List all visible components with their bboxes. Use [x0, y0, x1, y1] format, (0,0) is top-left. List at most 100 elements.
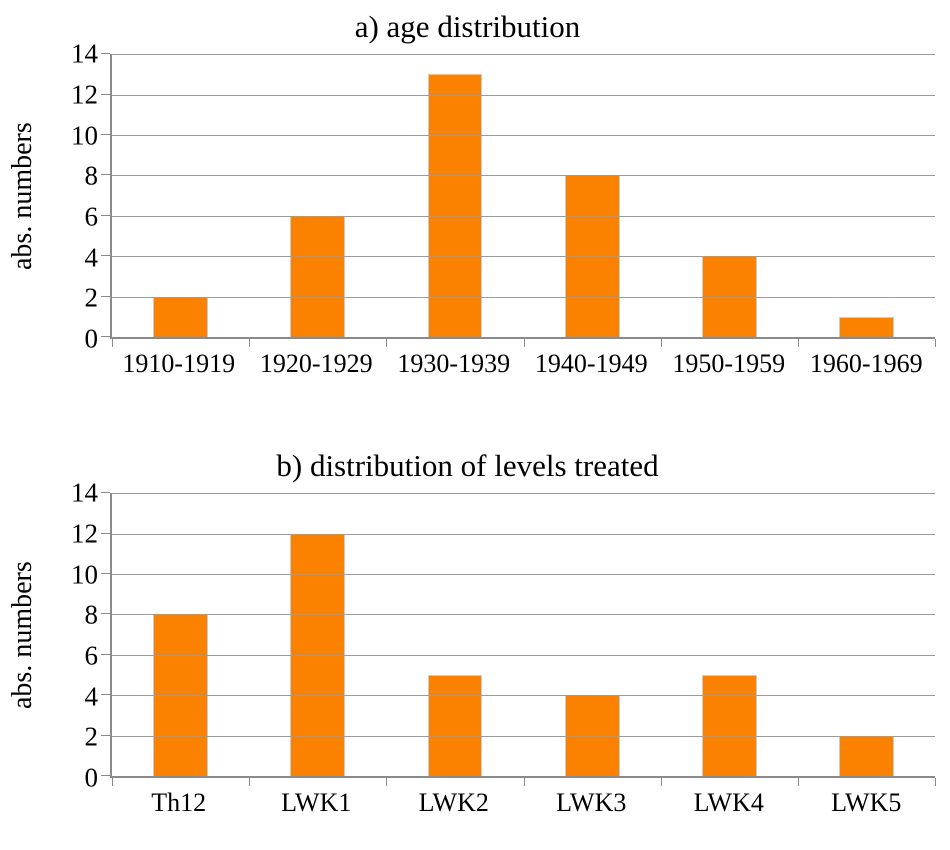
x-axis-labels: Th12 LWK1 LWK2 LWK3 LWK4 LWK5	[110, 778, 935, 816]
y-axis-tick-label: 14	[71, 477, 98, 508]
x-axis-tick-mark	[112, 778, 113, 787]
gridline	[112, 654, 935, 656]
y-axis-tick-mark	[101, 93, 110, 95]
y-axis-tick-mark	[101, 532, 110, 534]
y-axis-ticks: 0 2 4 6 8 10 12 14	[46, 479, 110, 791]
bar-slot	[661, 493, 798, 777]
gridline	[112, 574, 935, 576]
bar-slot	[798, 54, 935, 338]
y-axis-tick-mark	[101, 295, 110, 297]
y-axis-tick-mark	[101, 694, 110, 696]
two-panel-bar-figure: a) age distribution abs. numbers 0 2 4 6 8 10…	[0, 9, 950, 816]
y-axis-tick-label: 12	[71, 518, 98, 549]
x-axis-tick-mark	[935, 339, 936, 348]
bar	[839, 735, 894, 777]
bar-slot	[249, 493, 386, 777]
y-axis-tick-label: 0	[84, 762, 99, 793]
x-axis-category-label: LWK5	[831, 788, 902, 818]
x-axis-tick-mark	[386, 339, 388, 348]
bars-container	[112, 54, 935, 338]
gridline	[112, 256, 935, 258]
y-axis-tick-label: 2	[84, 282, 99, 313]
gridline	[112, 175, 935, 177]
y-axis-tick-mark	[101, 775, 110, 777]
gridline	[112, 94, 935, 96]
x-axis-tick-mark	[249, 778, 251, 787]
x-axis-tick-mark	[797, 778, 799, 787]
gridline	[112, 735, 935, 737]
bar	[701, 675, 757, 777]
bar-slot	[524, 54, 661, 338]
x-axis-category-label: Th12	[151, 788, 207, 818]
y-axis-ticks: 0 2 4 6 8 10 12 14	[46, 40, 110, 352]
x-axis-tick-mark	[660, 778, 662, 787]
x-axis-category-label: LWK3	[556, 788, 627, 818]
x-axis-tick-mark	[660, 339, 662, 348]
x-axis-category-label: 1920-1929	[259, 349, 373, 379]
plot-area	[101, 53, 936, 348]
y-axis-tick-label: 6	[84, 201, 99, 232]
bar-slot	[386, 493, 523, 777]
x-axis-tick-mark	[935, 778, 936, 787]
y-axis-tick-mark	[101, 214, 110, 216]
y-axis-tick-mark	[101, 573, 110, 575]
y-axis-tick-label: 4	[84, 242, 99, 273]
x-axis-tick-mark	[523, 339, 525, 348]
x-axis-category-label: 1960-1969	[809, 349, 923, 379]
bar-slot	[386, 54, 523, 338]
y-axis-title: abs. numbers	[7, 122, 38, 271]
y-axis-tick-mark	[101, 133, 110, 135]
plot-area	[101, 492, 936, 787]
bar	[153, 614, 209, 777]
y-axis-tick-mark	[101, 53, 110, 55]
bar	[564, 175, 620, 338]
x-axis-category-label: LWK2	[418, 788, 489, 818]
y-axis-tick-label: 14	[71, 38, 98, 69]
y-axis-tick-label: 10	[71, 559, 98, 590]
gridline	[112, 493, 935, 495]
x-axis-tick-mark	[386, 778, 388, 787]
y-axis-tick-label: 8	[84, 599, 99, 630]
x-axis-category-label: 1910-1919	[122, 349, 236, 379]
y-axis-tick-mark	[101, 492, 110, 494]
y-axis-tick-mark	[101, 174, 110, 176]
gridline	[112, 54, 935, 56]
x-axis-tick-mark	[797, 339, 799, 348]
y-axis-tick-mark	[101, 653, 110, 655]
y-axis-tick-label: 10	[71, 120, 98, 151]
bar	[290, 215, 346, 338]
chart-title: b) distribution of levels treated	[276, 448, 659, 484]
bar-slot	[524, 493, 661, 777]
chart-plot-region: abs. numbers 0 2 4 6 8 10 12 14	[0, 40, 936, 352]
y-axis-tick-label: 2	[84, 721, 99, 752]
bar-slot	[112, 54, 249, 338]
x-axis-labels: 1910-1919 1920-1929 1930-1939 1940-1949 1950…	[110, 339, 935, 377]
x-axis-tick-mark	[112, 339, 113, 348]
y-axis-tick-label: 4	[84, 681, 99, 712]
y-axis-tick-label: 6	[84, 640, 99, 671]
bars-container	[112, 493, 935, 777]
y-axis-tick-mark	[101, 336, 110, 338]
bar-slot	[112, 493, 249, 777]
bar-slot	[798, 493, 935, 777]
chart-levels-treated: b) distribution of levels treated abs. n…	[0, 445, 950, 816]
y-axis-tick-label: 0	[84, 323, 99, 354]
gridline	[112, 215, 935, 217]
y-axis-tick-label: 8	[84, 160, 99, 191]
x-axis-category-label: 1940-1949	[534, 349, 648, 379]
chart-title: a) age distribution	[354, 9, 581, 44]
y-axis-tick-mark	[101, 613, 110, 615]
x-axis-tick-mark	[249, 339, 251, 348]
x-axis-category-label: 1950-1959	[672, 349, 786, 379]
bar-slot	[661, 54, 798, 338]
y-axis-tick-label: 12	[71, 79, 98, 110]
bar-slot	[249, 54, 386, 338]
gridline	[112, 695, 935, 697]
gridline	[112, 134, 935, 136]
y-axis-title: abs. numbers	[7, 561, 38, 710]
bar	[839, 316, 894, 338]
gridline	[112, 533, 935, 535]
y-axis-tick-mark	[101, 255, 110, 257]
bar	[427, 675, 483, 777]
bar	[427, 74, 483, 338]
